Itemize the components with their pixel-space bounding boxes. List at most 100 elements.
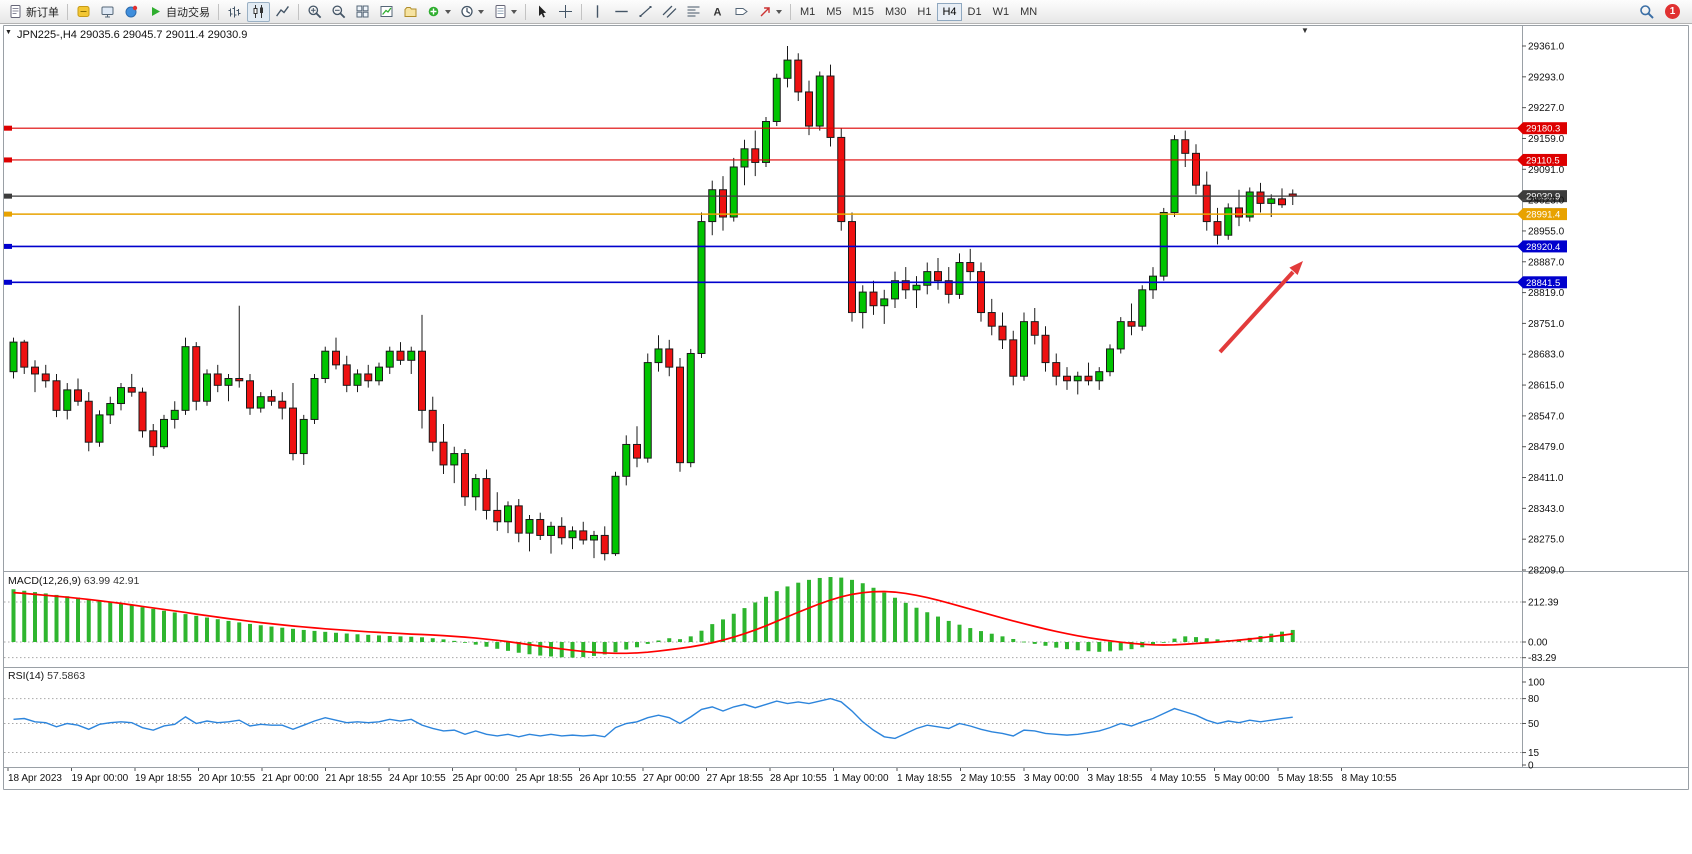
svg-text:4 May 10:55: 4 May 10:55 (1151, 773, 1206, 784)
text-icon: A (714, 7, 722, 19)
channel-tool-button[interactable] (658, 2, 681, 22)
svg-text:29110.5: 29110.5 (1526, 155, 1560, 166)
trendline-tool-button[interactable] (634, 2, 657, 22)
tile-windows-icon (356, 5, 369, 18)
cursor-icon (539, 5, 547, 18)
price-scale[interactable]: 29361.0 29293.0 29227.0 29159.0 29091.0 29023… (1522, 42, 1565, 577)
macd-name: MACD(12,26,9) (8, 575, 81, 587)
zoom-out-button[interactable] (327, 2, 350, 22)
metaeditor-icon (77, 6, 90, 17)
svg-text:28991.4: 28991.4 (1526, 210, 1560, 221)
timeframe-m15-button[interactable]: M15 (848, 3, 879, 21)
svg-text:28 Apr 10:55: 28 Apr 10:55 (770, 773, 827, 784)
new-order-button[interactable]: 新订单 (4, 2, 63, 22)
svg-text:0.00: 0.00 (1528, 638, 1548, 649)
svg-text:1 May 18:55: 1 May 18:55 (897, 773, 952, 784)
line-chart-icon (276, 6, 289, 17)
fibonacci-tool-button[interactable] (682, 2, 705, 22)
tile-windows-button[interactable] (351, 2, 374, 22)
new-chart-icon (380, 6, 393, 17)
svg-text:21 Apr 18:55: 21 Apr 18:55 (326, 773, 383, 784)
search-icon (1640, 5, 1654, 19)
community-button[interactable] (120, 2, 143, 22)
periods-dropdown-button[interactable] (456, 2, 488, 22)
metaeditor-button[interactable] (72, 2, 95, 22)
clock-icon (461, 5, 473, 18)
rsi-name: RSI(14) (8, 670, 45, 682)
timeframe-m5-button[interactable]: M5 (821, 3, 846, 21)
svg-text:28411.0: 28411.0 (1528, 473, 1564, 484)
timeframe-h1-button[interactable]: H1 (912, 3, 936, 21)
indicators-dropdown-button[interactable] (423, 2, 455, 22)
terminal-button[interactable] (96, 2, 119, 22)
symbol-dropdown-icon[interactable]: ▼ (5, 29, 12, 36)
svg-text:25 Apr 00:00: 25 Apr 00:00 (453, 773, 510, 784)
chart-shift-marker[interactable]: ▼ (1301, 26, 1309, 35)
timeframe-w1-button[interactable]: W1 (988, 3, 1015, 21)
toolbar-separator (298, 3, 299, 20)
candlestick-chart-button[interactable] (247, 1, 270, 22)
rsi-label: RSI(14) 57.5863 (8, 670, 85, 682)
toolbar-separator (790, 3, 791, 20)
svg-text:19 Apr 00:00: 19 Apr 00:00 (72, 773, 129, 784)
notification-badge[interactable]: 1 (1665, 4, 1680, 19)
svg-text:2 May 10:55: 2 May 10:55 (961, 773, 1016, 784)
svg-text:28841.5: 28841.5 (1526, 278, 1560, 289)
main-toolbar: 新订单 自动交易 (0, 0, 1692, 24)
chevron-down-icon (511, 10, 517, 17)
timeframe-h4-button[interactable]: H4 (937, 2, 962, 21)
indicators-icon (428, 6, 439, 17)
timeframe-d1-button[interactable]: D1 (963, 3, 987, 21)
new-chart-button[interactable] (375, 2, 398, 22)
cursor-tool-button[interactable] (530, 2, 553, 22)
line-chart-button[interactable] (271, 2, 294, 22)
svg-text:29293.0: 29293.0 (1528, 72, 1565, 83)
chart-symbol-label: JPN225-,H4 29035.6 29045.7 29011.4 29030… (17, 29, 248, 41)
label-tool-button[interactable] (730, 2, 753, 22)
macd-histogram (11, 577, 1295, 658)
templates-dropdown-button[interactable] (489, 2, 521, 22)
svg-text:29227.0: 29227.0 (1528, 103, 1565, 114)
price-tag-29180.3: 29180.3 (1517, 122, 1567, 135)
toolbar-right-cluster: 1 (1635, 2, 1688, 22)
vertical-line-icon (596, 5, 599, 18)
svg-text:28209.0: 28209.0 (1528, 566, 1565, 577)
svg-text:15: 15 (1528, 748, 1540, 759)
zoom-in-icon (308, 5, 322, 19)
horizontal-line-tool-button[interactable] (610, 2, 633, 22)
trend-arrow[interactable] (1218, 261, 1303, 354)
svg-text:28751.0: 28751.0 (1528, 319, 1565, 330)
svg-text:29030.9: 29030.9 (1526, 192, 1560, 203)
crosshair-tool-button[interactable] (554, 2, 577, 22)
line-anchor-marker (4, 211, 12, 217)
zoom-in-button[interactable] (303, 2, 326, 22)
text-tool-button[interactable]: A (706, 2, 729, 22)
bar-chart-button[interactable] (223, 2, 246, 22)
autotrading-label: 自动交易 (166, 6, 210, 19)
label-icon (735, 8, 748, 15)
timeframe-mn-button[interactable]: MN (1015, 3, 1042, 21)
svg-text:8 May 10:55: 8 May 10:55 (1342, 773, 1397, 784)
rsi-line (13, 697, 1293, 740)
search-button[interactable] (1635, 2, 1658, 22)
timeframe-m1-button[interactable]: M1 (795, 3, 820, 21)
macd-signal-line (13, 590, 1293, 655)
arrows-dropdown-button[interactable] (754, 2, 786, 22)
line-anchor-marker (4, 125, 12, 131)
time-axis[interactable]: 18 Apr 2023 19 Apr 00:00 19 Apr 18:55 20 Ap… (7, 768, 1397, 784)
svg-text:0: 0 (1528, 761, 1534, 772)
profiles-icon (404, 7, 417, 17)
indicator-gridlines (4, 601, 1522, 754)
svg-text:26 Apr 10:55: 26 Apr 10:55 (580, 773, 637, 784)
price-tag-29110.5: 29110.5 (1517, 153, 1567, 166)
autotrading-button[interactable]: 自动交易 (144, 2, 214, 22)
svg-text:29159.0: 29159.0 (1528, 134, 1565, 145)
svg-text:28275.0: 28275.0 (1528, 535, 1565, 546)
timeframe-m30-button[interactable]: M30 (880, 3, 911, 21)
svg-text:28920.4: 28920.4 (1526, 242, 1560, 253)
vertical-line-tool-button[interactable] (586, 2, 609, 22)
horizontal-line-icon (615, 10, 628, 13)
profiles-button[interactable] (399, 2, 422, 22)
svg-text:100: 100 (1528, 678, 1545, 689)
